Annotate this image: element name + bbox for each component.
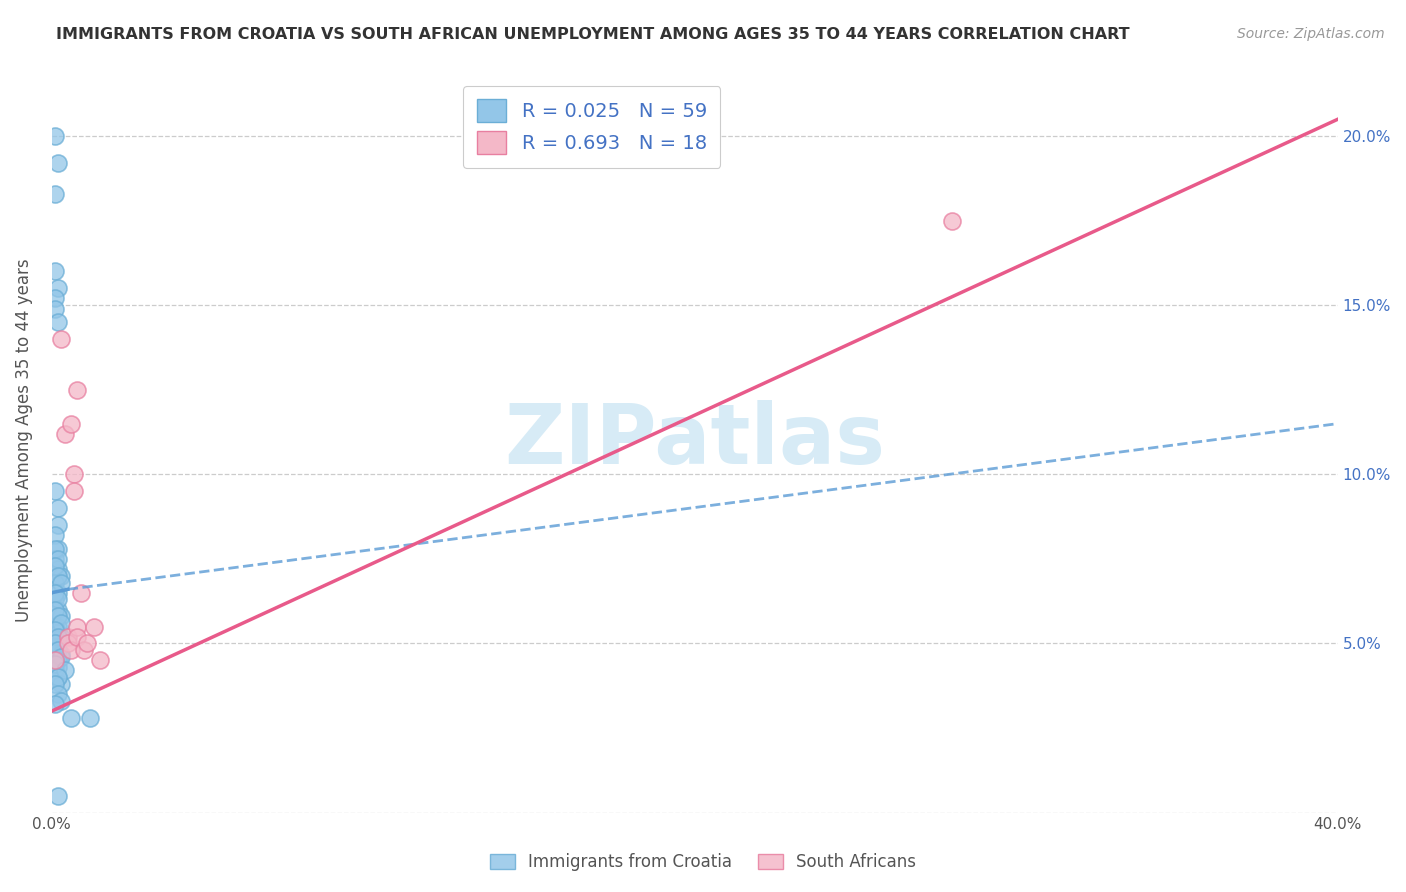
Point: [44, 636, 66, 650]
Point: [44, 575, 66, 590]
Point: [44, 677, 66, 691]
Point: [46, 315, 69, 329]
Point: [46, 630, 69, 644]
Point: [46, 619, 69, 633]
Point: [44, 186, 66, 201]
Text: Source: ZipAtlas.com: Source: ZipAtlas.com: [1237, 27, 1385, 41]
Point: [46, 609, 69, 624]
Point: [46, 670, 69, 684]
Point: [60, 643, 83, 657]
Point: [51, 694, 73, 708]
Legend: Immigrants from Croatia, South Africans: Immigrants from Croatia, South Africans: [482, 845, 924, 880]
Point: [44, 653, 66, 667]
Point: [44, 664, 66, 678]
Point: [46, 670, 69, 684]
Point: [51, 630, 73, 644]
Point: [44, 698, 66, 712]
Point: [46, 501, 69, 516]
Point: [46, 569, 69, 583]
Point: [51, 647, 73, 661]
Point: [46, 518, 69, 533]
Point: [51, 575, 73, 590]
Point: [53, 426, 76, 441]
Point: [46, 156, 69, 170]
Point: [63, 467, 86, 482]
Point: [46, 281, 69, 295]
Point: [46, 602, 69, 616]
Point: [79, 711, 101, 725]
Point: [83, 619, 105, 633]
Text: ZIPatlas: ZIPatlas: [505, 400, 886, 481]
Point: [46, 552, 69, 566]
Point: [44, 636, 66, 650]
Point: [66, 630, 89, 644]
Point: [44, 619, 66, 633]
Point: [44, 657, 66, 671]
Point: [51, 616, 73, 631]
Point: [51, 569, 73, 583]
Point: [66, 619, 89, 633]
Point: [56, 630, 79, 644]
Point: [44, 558, 66, 573]
Point: [51, 677, 73, 691]
Point: [44, 623, 66, 637]
Point: [44, 552, 66, 566]
Point: [44, 653, 66, 667]
Point: [44, 264, 66, 278]
Point: [76, 636, 98, 650]
Point: [44, 129, 66, 144]
Point: [66, 383, 89, 397]
Point: [60, 417, 83, 431]
Point: [44, 592, 66, 607]
Point: [44, 301, 66, 316]
Point: [44, 528, 66, 542]
Point: [44, 541, 66, 556]
Point: [46, 643, 69, 657]
Y-axis label: Unemployment Among Ages 35 to 44 years: Unemployment Among Ages 35 to 44 years: [15, 259, 32, 623]
Point: [46, 789, 69, 803]
Point: [46, 585, 69, 599]
Point: [46, 541, 69, 556]
Point: [60, 711, 83, 725]
Point: [73, 643, 96, 657]
Point: [46, 660, 69, 674]
Point: [44, 292, 66, 306]
Point: [63, 484, 86, 499]
Point: [46, 687, 69, 701]
Point: [89, 653, 111, 667]
Point: [46, 643, 69, 657]
Point: [56, 636, 79, 650]
Text: IMMIGRANTS FROM CROATIA VS SOUTH AFRICAN UNEMPLOYMENT AMONG AGES 35 TO 44 YEARS : IMMIGRANTS FROM CROATIA VS SOUTH AFRICAN…: [56, 27, 1130, 42]
Point: [941, 213, 963, 227]
Point: [46, 626, 69, 640]
Point: [46, 653, 69, 667]
Point: [51, 609, 73, 624]
Point: [46, 592, 69, 607]
Point: [53, 664, 76, 678]
Point: [44, 484, 66, 499]
Point: [51, 332, 73, 346]
Point: [69, 585, 91, 599]
Point: [44, 585, 66, 599]
Point: [46, 562, 69, 576]
Point: [51, 650, 73, 665]
Point: [44, 602, 66, 616]
Legend: R = 0.025   N = 59, R = 0.693   N = 18: R = 0.025 N = 59, R = 0.693 N = 18: [464, 86, 720, 168]
